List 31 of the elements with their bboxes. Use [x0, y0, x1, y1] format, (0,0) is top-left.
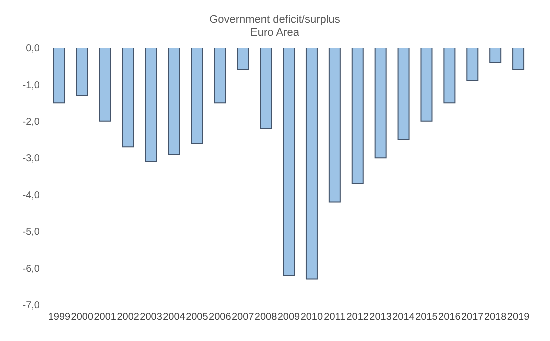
- x-tick-label: 2018: [484, 312, 508, 324]
- x-tick-label: 2008: [254, 312, 278, 324]
- y-tick-label: -2,0: [22, 116, 40, 128]
- x-tick-label: 2001: [94, 312, 117, 324]
- x-tick-label: 2016: [438, 312, 462, 324]
- y-tick-label: -1,0: [22, 80, 40, 92]
- x-tick-label: 2014: [392, 312, 416, 324]
- x-tick-label: 2004: [163, 312, 186, 324]
- x-tick-label: 1999: [48, 312, 72, 324]
- y-tick-label: -3,0: [22, 154, 40, 165]
- x-tick-label: 2002: [117, 312, 140, 324]
- y-tick-label: -7,0: [22, 300, 40, 312]
- chart-title: Government deficit/surplus: [208, 14, 342, 27]
- y-tick-label: -5,0: [22, 227, 40, 238]
- x-tick-label: 2005: [186, 312, 209, 324]
- x-tick-label: 2000: [71, 312, 94, 324]
- y-tick-label: 0,0: [26, 44, 40, 55]
- x-tick-label: 2015: [416, 312, 438, 324]
- chart-subtitle: Euro Area: [250, 27, 300, 40]
- x-tick-label: 2011: [324, 312, 346, 324]
- x-tick-label: 2007: [232, 312, 255, 324]
- x-tick-label: 2006: [209, 312, 232, 324]
- x-tick-label: 2003: [140, 312, 163, 324]
- x-tick-label: 2009: [278, 312, 301, 324]
- x-tick-label: 2013: [370, 312, 392, 324]
- x-tick-label: 2012: [346, 312, 370, 324]
- y-tick-label: -4,0: [22, 190, 40, 202]
- x-tick-label: 2010: [300, 312, 324, 324]
- y-tick-label: -6,0: [22, 264, 40, 275]
- x-tick-label: 2017: [461, 312, 484, 324]
- x-tick-label: 2019: [507, 312, 530, 324]
